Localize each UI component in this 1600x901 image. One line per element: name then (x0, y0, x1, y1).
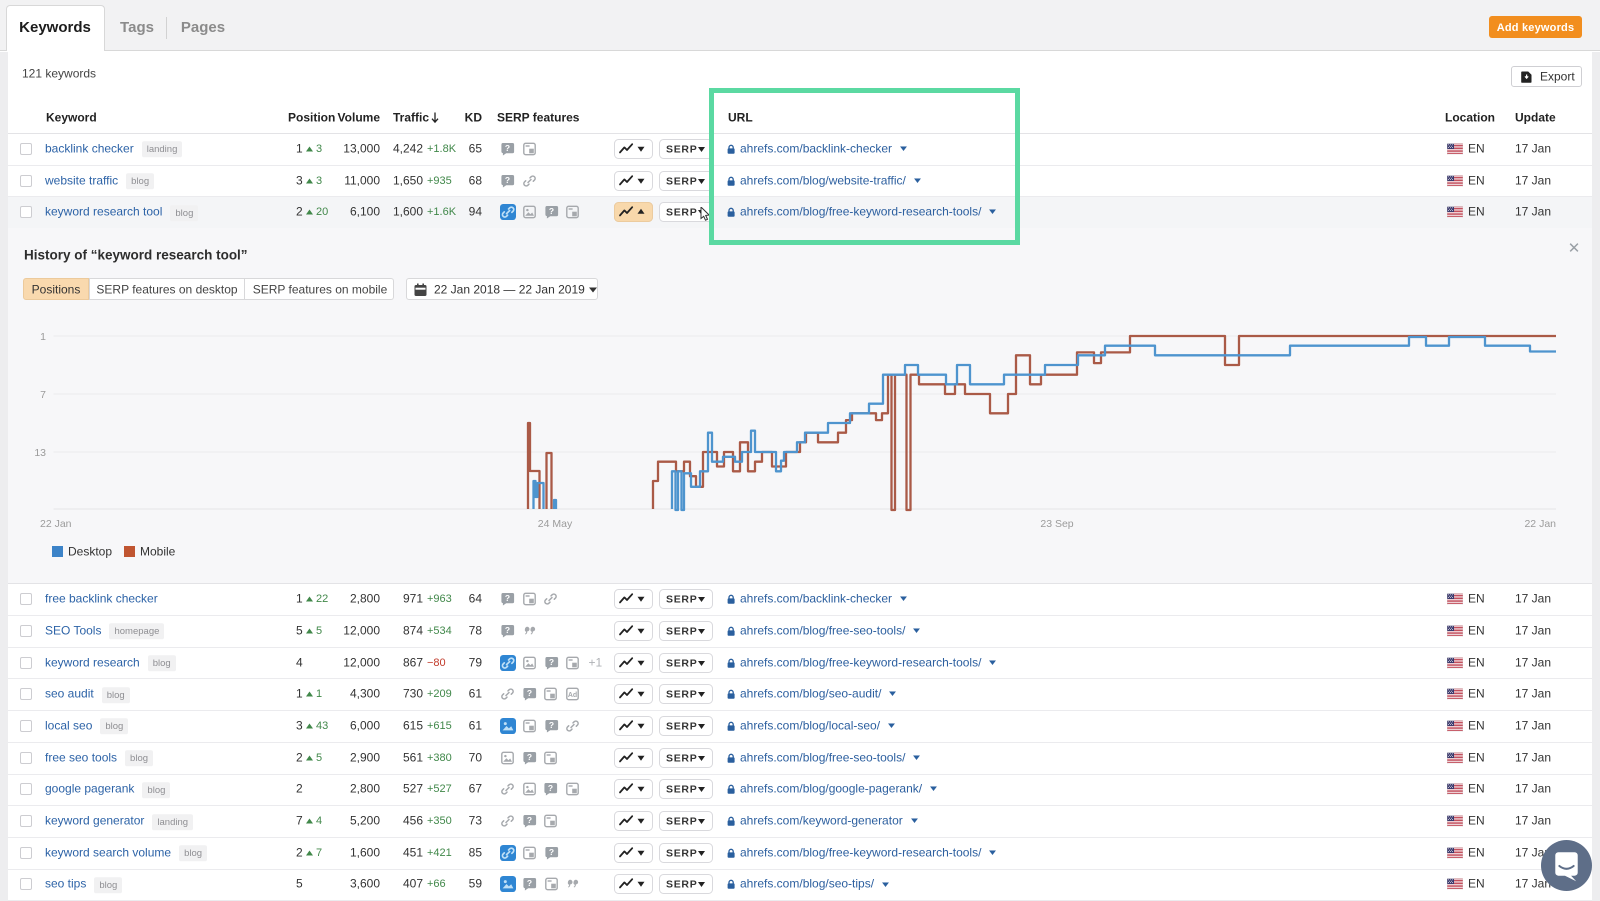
svg-text:?: ? (548, 783, 553, 793)
svg-text:SERP: SERP (666, 816, 697, 828)
svg-text:?: ? (526, 815, 531, 825)
svg-text:24 May: 24 May (538, 518, 573, 530)
svg-text:?: ? (526, 752, 531, 762)
svg-text:?: ? (505, 143, 510, 153)
svg-text:?: ? (527, 879, 532, 889)
svg-text:1: 1 (40, 331, 46, 343)
svg-text:?: ? (505, 593, 510, 603)
svg-text:13: 13 (34, 447, 46, 459)
svg-text:?: ? (505, 175, 510, 185)
svg-text:SERP: SERP (666, 784, 697, 796)
svg-text:Ad: Ad (567, 692, 576, 699)
svg-text:SERP: SERP (666, 847, 697, 859)
svg-text:?: ? (548, 657, 553, 667)
svg-text:SERP: SERP (666, 657, 697, 669)
svg-text:?: ? (548, 720, 553, 730)
svg-text:SERP: SERP (666, 689, 697, 701)
svg-text:SERP: SERP (666, 207, 697, 219)
svg-text:23 Sep: 23 Sep (1040, 518, 1073, 530)
svg-text:?: ? (505, 625, 510, 635)
svg-text:?: ? (526, 688, 531, 698)
svg-text:SERP: SERP (666, 879, 697, 891)
svg-text:7: 7 (40, 389, 46, 401)
svg-text:SERP: SERP (666, 752, 697, 764)
svg-text:SERP: SERP (666, 143, 697, 155)
svg-text:22 Jan: 22 Jan (40, 518, 72, 530)
svg-text:22 Jan: 22 Jan (1524, 518, 1556, 530)
svg-text:?: ? (548, 847, 553, 857)
svg-text:SERP: SERP (666, 720, 697, 732)
svg-text:?: ? (548, 206, 553, 216)
svg-text:SERP: SERP (666, 175, 697, 187)
svg-text:SERP: SERP (666, 594, 697, 606)
svg-text:SERP: SERP (666, 625, 697, 637)
